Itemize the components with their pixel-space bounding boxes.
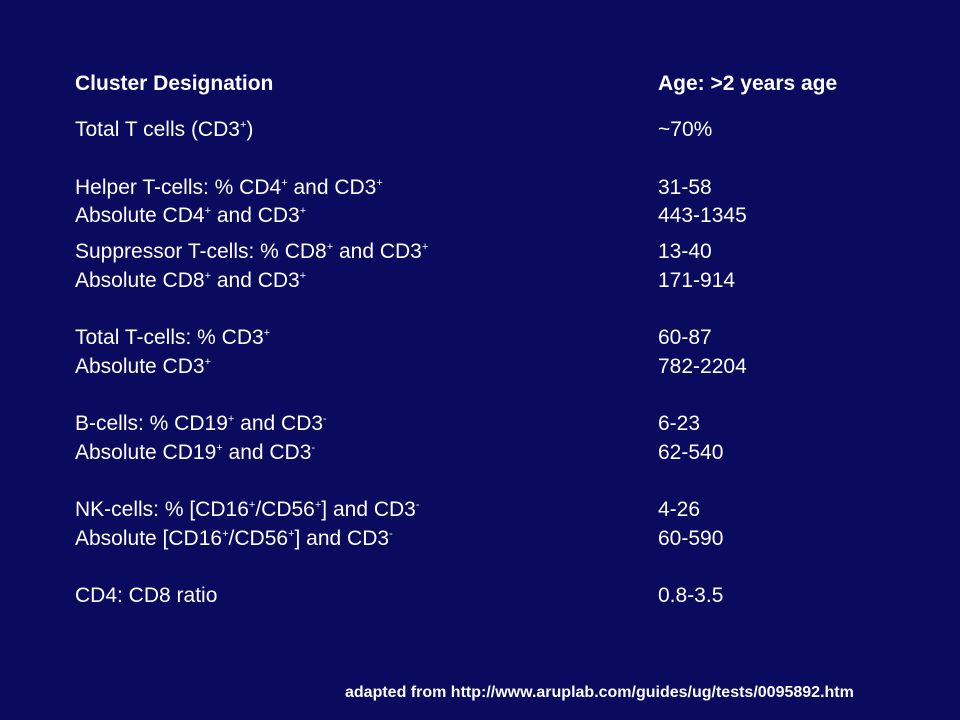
row-label: CD4: CD8 ratio <box>75 584 218 607</box>
row-label: Absolute CD3+ <box>75 355 212 378</box>
table-row: B-cells: % CD19+ and CD3- 6-23 <box>75 409 895 439</box>
row-label: Absolute CD4+ and CD3+ <box>75 204 307 227</box>
row-label: NK-cells: % [CD16+/CD56+] and CD3- <box>75 498 420 521</box>
row-value: ~70% <box>658 118 713 141</box>
header-cluster-designation: Cluster Designation <box>75 72 274 95</box>
row-label: Total T cells (CD3+) <box>75 118 254 141</box>
header-age: Age: >2 years age <box>658 72 838 95</box>
row-label: Absolute CD8+ and CD3+ <box>75 269 307 292</box>
table-row: Absolute CD8+ and CD3+ 171-914 <box>75 266 895 296</box>
row-value: 443-1345 <box>658 204 747 227</box>
table-header-row: Cluster Designation Age: >2 years age <box>75 69 895 99</box>
row-value: 0.8-3.5 <box>658 584 724 607</box>
row-label: Absolute [CD16+/CD56+] and CD3- <box>75 527 393 550</box>
table-row: Absolute CD3+ 782-2204 <box>75 352 895 382</box>
table-row: Absolute CD19+ and CD3- 62-540 <box>75 438 895 468</box>
row-value: 62-540 <box>658 441 724 464</box>
row-value: 171-914 <box>658 269 736 292</box>
row-value: 4-26 <box>658 498 701 521</box>
row-value: 782-2204 <box>658 355 747 378</box>
source-citation: adapted from http://www.aruplab.com/guid… <box>345 684 854 701</box>
table-row: Absolute [CD16+/CD56+] and CD3- 60-590 <box>75 524 895 554</box>
row-label: B-cells: % CD19+ and CD3- <box>75 412 327 435</box>
row-value: 31-58 <box>658 176 712 199</box>
row-label: Suppressor T-cells: % CD8+ and CD3+ <box>75 240 429 263</box>
table-row: Total T cells (CD3+) ~70% <box>75 115 895 145</box>
table-row: CD4: CD8 ratio 0.8-3.5 <box>75 581 895 611</box>
table-row: NK-cells: % [CD16+/CD56+] and CD3- 4-26 <box>75 495 895 525</box>
row-label: Absolute CD19+ and CD3- <box>75 441 316 464</box>
row-value: 13-40 <box>658 240 712 263</box>
row-value: 60-87 <box>658 326 712 349</box>
row-label: Helper T-cells: % CD4+ and CD3+ <box>75 176 383 199</box>
row-label: Total T-cells: % CD3+ <box>75 326 271 349</box>
table-row: Helper T-cells: % CD4+ and CD3+ 31-58 <box>75 173 895 203</box>
table-row: Suppressor T-cells: % CD8+ and CD3+ 13-4… <box>75 237 895 267</box>
table-row: Absolute CD4+ and CD3+ 443-1345 <box>75 201 895 231</box>
row-value: 60-590 <box>658 527 724 550</box>
row-value: 6-23 <box>658 412 701 435</box>
table-row: Total T-cells: % CD3+ 60-87 <box>75 323 895 353</box>
